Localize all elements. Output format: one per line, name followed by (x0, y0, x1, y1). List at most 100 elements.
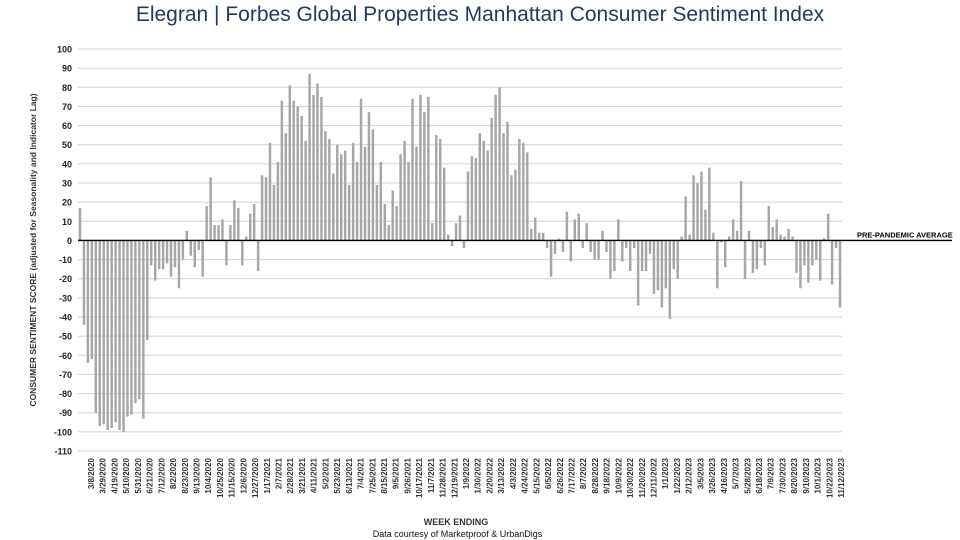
bar (256, 240, 260, 272)
bar (838, 240, 842, 308)
bar (759, 240, 763, 249)
x-tick-label: 6/18/2023 (755, 457, 764, 493)
bar (537, 232, 541, 241)
y-tick-label: -100 (54, 427, 72, 437)
x-tick-label: 2/12/2023 (685, 457, 694, 493)
bar (767, 205, 770, 241)
x-tick-label: 3/26/2023 (708, 457, 717, 493)
bar (209, 177, 212, 241)
bar (779, 234, 782, 241)
bar (161, 240, 165, 270)
x-tick-label: 12/11/2022 (650, 457, 659, 497)
x-tick-label: 11/20/2022 (638, 457, 647, 497)
y-tick-label: -80 (59, 389, 72, 399)
x-tick-label: 4/24/2022 (521, 457, 530, 493)
bar (276, 161, 280, 241)
bar (328, 138, 331, 241)
x-tick-label: 7/4/2021 (357, 457, 366, 489)
bar (90, 240, 94, 360)
bar (446, 234, 450, 241)
y-tick-label: -40 (59, 313, 72, 323)
bar (680, 236, 683, 241)
bar (308, 73, 311, 241)
bar (613, 240, 616, 272)
bar (300, 116, 303, 241)
bar (359, 98, 363, 241)
bar (450, 240, 454, 247)
bar (617, 219, 620, 241)
bar (700, 171, 703, 241)
x-tick-label: 9/10/2023 (802, 457, 811, 493)
x-tick-label: 5/28/2023 (743, 457, 752, 493)
bar (692, 175, 695, 241)
bar (387, 225, 390, 241)
bar (510, 175, 513, 241)
bar (577, 213, 580, 241)
x-tick-label: 6/21/2020 (146, 457, 155, 493)
bar (213, 225, 216, 241)
x-tick-label: 8/28/2022 (591, 457, 600, 493)
y-tick-label: 90 (62, 64, 72, 74)
bar (252, 204, 256, 241)
bar (165, 240, 169, 264)
bar (399, 154, 402, 241)
x-tick-label: 7/12/2020 (157, 457, 166, 493)
chart-title-brand: Elegran | Forbes Global Properties (135, 3, 459, 26)
bar (367, 112, 371, 241)
bar (648, 240, 652, 254)
x-tick-label: 10/22/2023 (825, 457, 834, 498)
bar (316, 83, 319, 241)
bar (169, 240, 173, 277)
bar (755, 240, 759, 270)
x-tick-label: 9/18/2022 (603, 457, 612, 493)
bar (442, 167, 446, 241)
bar (312, 94, 315, 241)
data-credit: Data courtesy of Marketproof & UrbanDigs (372, 529, 543, 539)
bar (454, 223, 458, 241)
bar (640, 240, 644, 272)
y-axis-title: CONSUMER SENTIMENT SCORE (adjusted for S… (28, 93, 38, 406)
bar (803, 240, 806, 266)
x-tick-label: 1/17/2021 (263, 457, 272, 493)
bar (664, 240, 668, 289)
bar (708, 167, 711, 241)
bar (264, 177, 268, 241)
y-tick-label: 20 (62, 198, 72, 208)
bar (245, 236, 248, 241)
bar (130, 240, 133, 415)
x-tick-label: 3/5/2023 (696, 457, 705, 489)
x-tick-label: 6/13/2021 (345, 457, 354, 493)
bar (98, 240, 101, 427)
y-tick-label: 10 (62, 217, 72, 227)
bar (727, 236, 731, 241)
x-tick-label: 5/31/2020 (134, 457, 143, 493)
bar (118, 240, 121, 430)
bar (470, 156, 474, 241)
x-tick-label: 6/26/2022 (556, 457, 565, 493)
bar (502, 133, 505, 241)
bar (514, 169, 517, 241)
bar (355, 161, 359, 241)
bar (609, 240, 612, 279)
bar (795, 240, 798, 273)
chart-title: Elegran | Forbes Global Properties Manha… (0, 3, 960, 27)
bar (652, 240, 656, 295)
bar (601, 230, 604, 241)
x-tick-label: 5/10/2020 (122, 457, 131, 493)
bar (581, 240, 584, 249)
x-tick-label: 10/4/2020 (204, 457, 213, 493)
bar (668, 240, 672, 319)
x-tick-label: 2/28/2021 (286, 457, 295, 493)
bar (712, 232, 715, 241)
x-tick-label: 9/13/2020 (192, 457, 201, 493)
bar (621, 240, 624, 262)
bar (775, 219, 778, 241)
bar (193, 240, 196, 268)
x-tick-label: 11/7/2021 (427, 457, 436, 493)
x-tick-label: 8/7/2022 (579, 457, 588, 489)
bar (720, 240, 723, 243)
bar (735, 230, 739, 241)
bar (672, 240, 675, 270)
x-tick-label: 4/11/2021 (310, 457, 319, 493)
x-tick-label: 10/17/2021 (415, 457, 424, 498)
